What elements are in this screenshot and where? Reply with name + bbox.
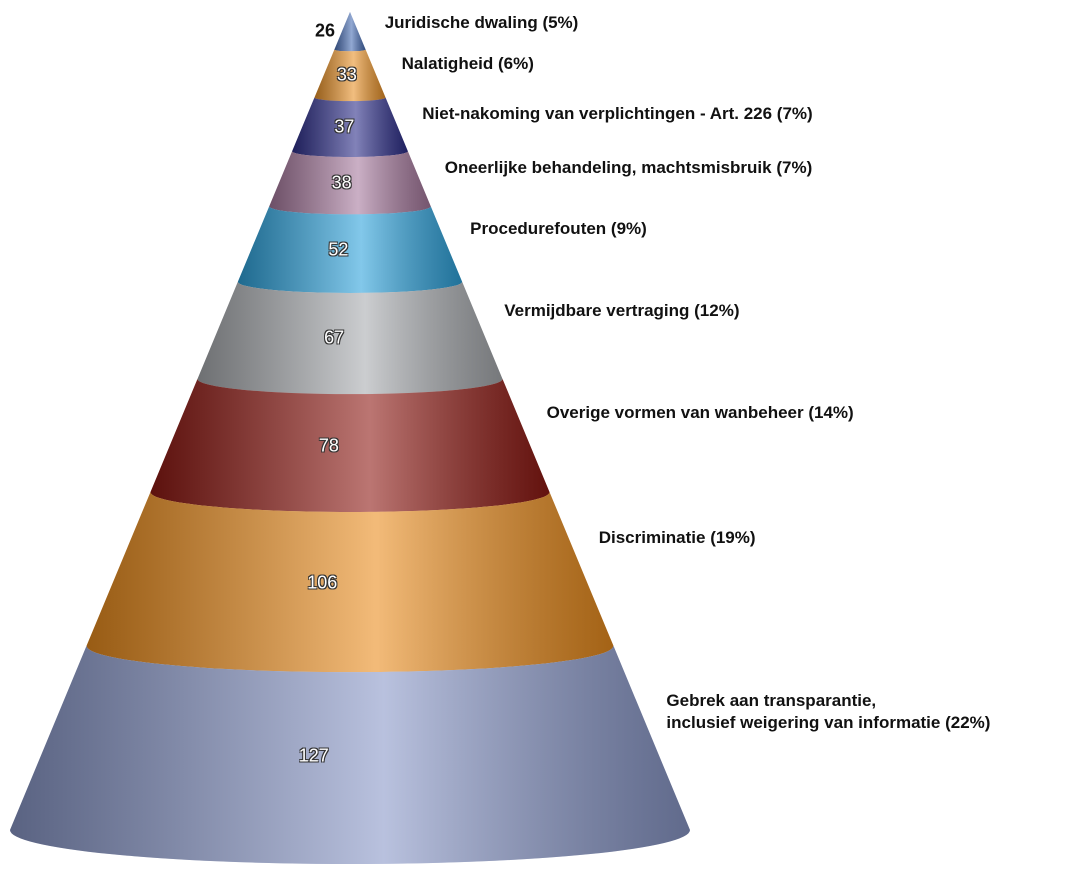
segment-shade bbox=[237, 206, 463, 293]
value-label: 26 bbox=[314, 20, 336, 41]
segment-shade bbox=[10, 645, 690, 864]
category-label: Niet-nakoming van verplichtingen - Art. … bbox=[422, 103, 813, 123]
category-label: Vermijdbare vertraging (12%) bbox=[504, 300, 740, 320]
category-label: Discriminatie (19%) bbox=[598, 528, 756, 548]
segment-shade bbox=[269, 151, 431, 215]
category-label: Nalatigheid (6%) bbox=[401, 54, 534, 74]
value-label: 78 bbox=[318, 435, 339, 456]
value-label: 37 bbox=[334, 116, 355, 137]
category-label: Procedurefouten (9%) bbox=[470, 218, 647, 238]
segment-shade bbox=[197, 281, 503, 395]
value-label: 52 bbox=[328, 239, 349, 260]
segment-shade bbox=[292, 97, 408, 158]
value-label: 67 bbox=[324, 327, 345, 348]
value-label: 127 bbox=[298, 745, 329, 766]
category-label: Overige vormen van wanbeheer (14%) bbox=[546, 402, 854, 422]
value-label: 38 bbox=[331, 172, 352, 193]
category-label: Juridische dwaling (5%) bbox=[384, 13, 579, 33]
segment-shade bbox=[150, 378, 550, 513]
category-label: Oneerlijke behandeling, machtsmisbruik (… bbox=[444, 157, 813, 177]
segment-shade bbox=[314, 49, 386, 102]
value-label: 106 bbox=[307, 572, 338, 593]
category-label: Gebrek aan transparantie, inclusief weig… bbox=[666, 691, 991, 733]
segment-shade bbox=[86, 492, 614, 673]
value-label: 33 bbox=[336, 64, 357, 85]
segment-shade bbox=[334, 12, 366, 52]
